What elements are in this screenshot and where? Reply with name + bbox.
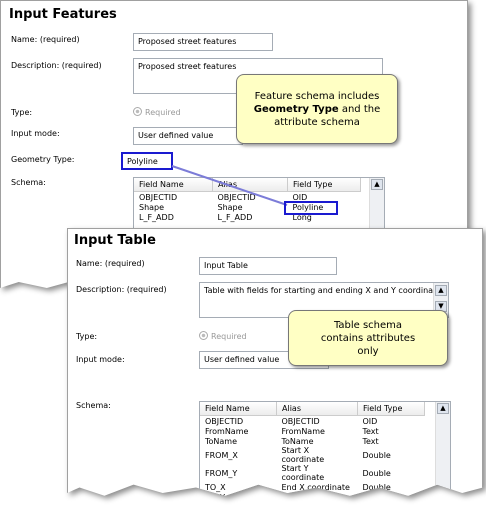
column-header: Field Name [134, 178, 213, 192]
field-label: Geometry Type: [11, 155, 75, 164]
schema-cell: Start X coordinate [281, 446, 325, 464]
schema-cell: OID [362, 416, 378, 426]
callout-text: and the attribute schema [274, 103, 381, 128]
panel-title: Input Features [9, 7, 117, 22]
field-label: Schema: [11, 178, 46, 187]
schema-cell: L_F_ADD [139, 212, 174, 222]
schema-row: OBJECTID OBJECTID OID [134, 192, 361, 203]
schema-row: ToName ToName Text [200, 436, 425, 446]
scroll-up[interactable]: ▲ [371, 179, 383, 190]
schema-cell: Shape [139, 202, 165, 212]
callout: Table schema contains attributes only [288, 310, 448, 366]
schema-cell: OBJECTID [139, 192, 178, 202]
connector [171, 165, 288, 206]
schema-cell: FROM_Y [205, 468, 238, 478]
field-label: Description: (required) [11, 61, 102, 70]
schema-row: TO_Y End Y coordinate Double [200, 492, 425, 502]
schema-cell: Text [362, 436, 379, 446]
panel-title: Input Table [74, 233, 156, 248]
schema-row: FromName FromName Text [200, 426, 425, 436]
field-label: Name: (required) [11, 35, 80, 44]
schema-cell: OBJECTID [217, 192, 256, 202]
schema-cell: End X coordinate [281, 482, 350, 492]
radio[interactable]: Required [199, 331, 247, 341]
field-label: Type: [76, 332, 98, 341]
schema-cell: ToName [281, 436, 314, 446]
field-label: Input mode: [76, 355, 125, 364]
field-label: Input mode: [11, 129, 60, 138]
radio[interactable]: Required [133, 107, 181, 117]
schema-row: FROM_Y Start Y coordinate Double [200, 464, 425, 482]
schema-cell: OBJECTID [281, 416, 320, 426]
scrollbar: ▲ [435, 402, 450, 496]
schema-row: FROM_X Start X coordinate Double [200, 446, 425, 464]
schema-cell: L_F_ADD [217, 212, 253, 222]
geometry-type-value: Polyline [121, 152, 173, 170]
schema-cell: FromName [281, 426, 325, 436]
callout: Feature schema includes Geometry Type an… [236, 74, 398, 144]
schema-cell: Text [362, 426, 379, 436]
schema-cell: FromName [205, 426, 249, 436]
schema-row: TO_X End X coordinate Double [200, 482, 425, 492]
field-label: Name: (required) [76, 259, 145, 268]
dropdown[interactable]: User defined value [133, 127, 243, 145]
callout-bold: Geometry Type [253, 103, 339, 115]
callout-text: Table schema contains attributes only [320, 319, 416, 357]
radio-label: Required [145, 108, 181, 117]
callout-text: Feature schema includes Geometry Type an… [241, 90, 393, 129]
column-header: Field Type [287, 178, 361, 192]
schema-cell: Polyline [292, 202, 324, 212]
field-label: Description: (required) [76, 285, 167, 294]
field-label: Type: [11, 108, 33, 117]
schema-row: L_F_ADD L_F_ADD Long [134, 212, 361, 222]
table-panel: Input Table Name: (required) Input Table… [67, 228, 483, 502]
scroll-up[interactable]: ▲ [435, 285, 447, 296]
schema-cell: End Y coordinate [281, 492, 350, 502]
schema-cell: TO_Y [205, 492, 226, 502]
schema-row: OBJECTID OBJECTID OID [200, 416, 425, 427]
text-area-value: Table with fields for starting and endin… [204, 286, 448, 295]
radio-label: Required [211, 332, 247, 341]
connector-layer [171, 165, 288, 206]
schema-cell: Double [362, 492, 391, 502]
table-panel-wrap: Input Table Name: (required) Input Table… [67, 228, 486, 510]
schema-cell: Double [362, 450, 391, 460]
highlight-box [284, 201, 338, 215]
schema-cell: ToName [205, 436, 238, 446]
schema-cell: Start Y coordinate [281, 464, 325, 482]
field-label: Schema: [76, 401, 111, 410]
schema-cell: Double [362, 482, 391, 492]
schema-cell: Double [362, 468, 391, 478]
schema-cell: FROM_X [205, 450, 238, 460]
column-header: Alias [276, 402, 358, 416]
schema-cell: Shape [217, 202, 243, 212]
text-input[interactable]: Input Table [199, 257, 337, 275]
text-input[interactable]: Proposed street features [133, 33, 273, 51]
callout-text: Feature schema includes [254, 90, 380, 102]
schema-row: Shape Shape Polyline [134, 202, 361, 212]
schema-cell: TO_X [205, 482, 226, 492]
scroll-up[interactable]: ▲ [437, 403, 449, 414]
column-header: Field Type [357, 402, 425, 416]
column-header: Field Name [200, 402, 277, 416]
schema-cell: OID [292, 192, 308, 202]
schema-cell: OBJECTID [205, 416, 244, 426]
schema-cell: Long [292, 212, 312, 222]
